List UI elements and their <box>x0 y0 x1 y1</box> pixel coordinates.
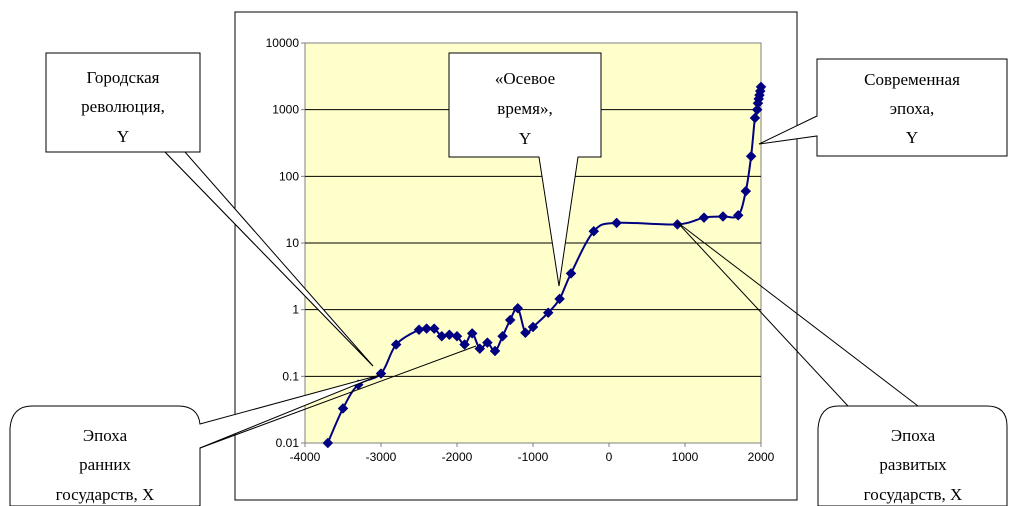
x-tick-label: -4000 <box>290 450 321 464</box>
callout-developed-states-line1: Эпоха <box>891 426 936 445</box>
data-point-marker <box>459 339 470 350</box>
data-point-marker <box>482 337 493 349</box>
data-point-marker <box>390 339 402 350</box>
data-point-marker <box>611 217 622 229</box>
callout-axial-age-line1: «Осевое <box>495 69 555 88</box>
data-point-marker <box>375 368 387 379</box>
y-tick-label: 10000 <box>266 36 300 50</box>
data-point-marker <box>337 403 349 414</box>
data-point-marker <box>588 225 600 237</box>
callout-urban-revolution-line1: Городская <box>87 68 160 87</box>
callout-modern-era-line2: эпоха, <box>890 99 935 118</box>
callout-modern-era-line3: Y <box>906 128 918 147</box>
callout-early-states-connector-2 <box>199 345 477 449</box>
callout-early-states: Эпоха ранних государств, X <box>9 345 477 506</box>
y-tick-label: 0.1 <box>282 369 299 383</box>
callout-urban-revolution-box <box>45 52 374 367</box>
data-point-marker <box>565 268 577 279</box>
x-tick-label: -1000 <box>518 450 549 464</box>
callout-modern-era: Современная эпоха, Y <box>758 58 1008 157</box>
data-point-marker <box>428 323 440 334</box>
data-point-marker <box>512 302 524 314</box>
data-point-marker <box>554 293 565 305</box>
callout-axial-age-line3: Y <box>519 129 531 148</box>
callout-modern-era-line1: Современная <box>864 70 960 89</box>
callout-axial-age-line2: время», <box>497 99 552 118</box>
data-point-marker <box>732 209 744 221</box>
x-tick-label: -3000 <box>366 450 397 464</box>
callout-developed-states-connector-2 <box>676 221 849 407</box>
data-point-marker <box>444 329 455 341</box>
x-axis-ticks: -4000 -3000 -2000 -1000 0 1000 2000 <box>290 443 775 464</box>
data-point-marker <box>717 211 729 222</box>
callout-axial-age: «Осевое время», Y <box>448 52 602 287</box>
data-point-marker <box>421 323 432 334</box>
data-point-marker <box>466 328 478 339</box>
callout-urban-revolution: Городская революция, Y <box>45 52 374 367</box>
data-point-marker <box>698 212 710 224</box>
data-point-marker <box>474 343 486 355</box>
callout-urban-revolution-line3: Y <box>117 127 129 146</box>
callout-early-states-line1: Эпоха <box>83 426 128 445</box>
data-point-marker <box>520 327 531 339</box>
y-tick-label: 1 <box>292 303 299 317</box>
data-point-marker <box>755 81 767 93</box>
y-tick-label: 10 <box>286 236 300 250</box>
data-point-marker <box>749 112 761 124</box>
callout-developed-states-line3: государств, X <box>864 485 963 504</box>
callout-developed-states: Эпоха развитых государств, X <box>676 221 1008 506</box>
data-point-marker <box>322 437 334 449</box>
callout-early-states-line2: ранних <box>79 455 131 474</box>
callout-developed-states-line2: развитых <box>879 455 947 474</box>
y-tick-label: 1000 <box>272 103 299 117</box>
data-point-marker <box>527 321 539 333</box>
callout-axial-age-box <box>448 52 602 287</box>
data-point-marker <box>497 330 508 342</box>
callout-developed-states-box <box>817 405 1008 506</box>
x-tick-label: -2000 <box>442 450 473 464</box>
data-point-marker <box>542 307 554 319</box>
data-point-marker <box>740 185 752 197</box>
data-point-marker <box>745 150 757 162</box>
x-tick-label: 1000 <box>672 450 699 464</box>
callout-modern-era-box <box>758 58 1008 157</box>
x-tick-label: 0 <box>606 450 613 464</box>
callout-urban-revolution-line2: революция, <box>81 97 165 116</box>
data-point-marker <box>672 219 683 230</box>
callout-early-states-line3: государств, X <box>56 485 155 504</box>
marker-layer <box>322 81 767 449</box>
x-tick-label: 2000 <box>748 450 775 464</box>
y-tick-label: 100 <box>279 169 299 183</box>
data-point-marker <box>451 330 463 342</box>
data-point-marker <box>504 314 516 326</box>
y-tick-label: 0.01 <box>276 436 300 450</box>
data-point-marker <box>489 345 501 357</box>
data-point-marker <box>751 104 763 116</box>
callout-developed-states-connector-1 <box>676 221 919 407</box>
y-axis-ticks: 0.01 0.1 1 10 100 1000 10000 <box>266 36 305 450</box>
